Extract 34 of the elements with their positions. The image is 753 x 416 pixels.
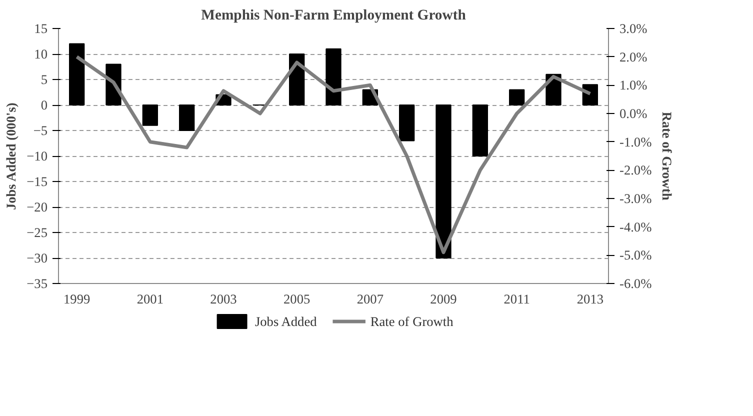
x-tick-label: 2003 [210,292,238,306]
y2-tick-label: 2.0% [620,49,648,64]
legend-label: Jobs Added [254,314,318,329]
y-tick-label: −30 [26,250,48,266]
y-tick-label: −15 [26,174,48,189]
y-tick-label: −25 [26,225,48,240]
legend-label: Rate of Growth [370,314,454,329]
y-tick-label: −10 [26,148,48,164]
x-tick-label: 2007 [356,292,384,306]
y-tick-label: −5 [33,123,48,138]
y2-tick-label: -1.0% [620,134,652,150]
x-tick-label: 1999 [64,292,90,306]
x-tick-label: 2011 [504,292,530,306]
y2-tick-label: -6.0% [620,276,652,291]
y2-tick-label: 1.0% [620,78,648,93]
y2-axis-title: Rate of Growth [660,112,675,201]
y2-tick-label: 3.0% [620,21,648,36]
y2-tick-label: -5.0% [620,248,652,263]
y2-tick-label: -4.0% [620,219,652,234]
y-tick-label: 15 [34,21,48,36]
y-tick-label: 0 [40,98,48,112]
chart-title: Memphis Non-Farm Employment Growth [201,8,466,24]
y-tick-label: −20 [26,200,48,214]
y-tick-label: 10 [34,46,48,62]
y2-tick-label: -2.0% [620,162,652,178]
y2-tick-label: 0.0% [620,106,648,121]
y-tick-label: −35 [26,276,48,291]
x-tick-label: 2013 [576,292,604,306]
x-tick-label: 2009 [430,292,458,306]
y2-tick-label: -3.0% [620,191,652,206]
x-tick-label: 2005 [284,292,310,306]
y-axis-title: Jobs Added (000's) [4,102,19,210]
x-tick-label: 2001 [136,292,164,306]
y-tick-label: 5 [40,72,48,87]
